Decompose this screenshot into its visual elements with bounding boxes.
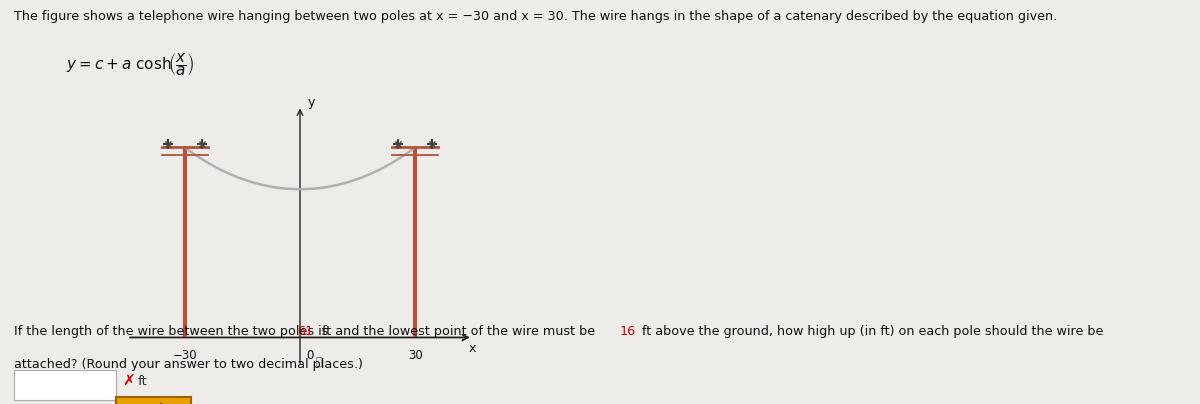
Text: The figure shows a telephone wire hanging between two poles at x = −30 and x = 3: The figure shows a telephone wire hangin… [14,10,1057,23]
Text: y: y [307,96,316,109]
Text: If the length of the wire between the two poles is: If the length of the wire between the tw… [14,325,332,338]
Text: $y = c + a\ \mathrm{cosh}\!\left(\dfrac{x}{a}\right)$: $y = c + a\ \mathrm{cosh}\!\left(\dfrac{… [66,50,194,78]
Text: ft and the lowest point of the wire must be: ft and the lowest point of the wire must… [318,325,599,338]
Text: 0: 0 [306,349,313,362]
Text: attached? (Round your answer to two decimal places.): attached? (Round your answer to two deci… [14,358,364,370]
Text: 61: 61 [298,325,313,338]
Text: ✗: ✗ [122,374,136,389]
Text: x: x [469,342,476,356]
Text: Read It: Read It [133,403,174,404]
Text: −30: −30 [173,349,197,362]
Text: ⓘ: ⓘ [316,357,323,367]
Text: ft: ft [138,375,148,388]
Text: 16: 16 [619,325,635,338]
Text: 30: 30 [408,349,422,362]
Text: ft above the ground, how high up (in ft) on each pole should the wire be: ft above the ground, how high up (in ft)… [638,325,1104,338]
